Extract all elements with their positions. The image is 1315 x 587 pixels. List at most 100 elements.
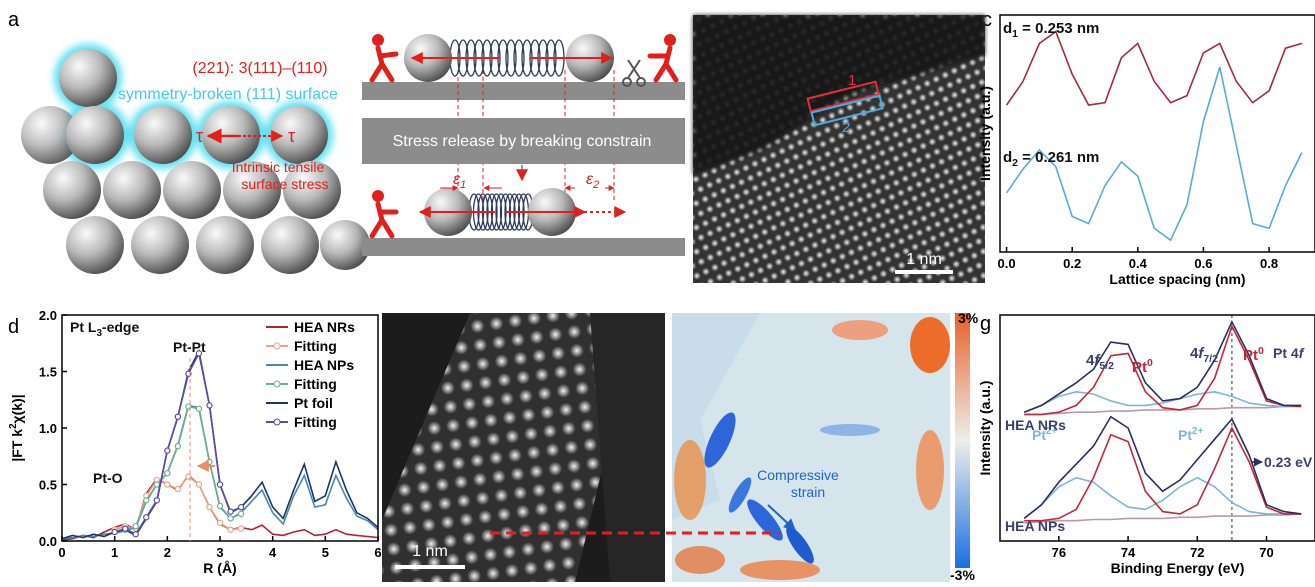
legend-label: Fitting	[294, 338, 337, 354]
marker	[238, 526, 243, 531]
text-part: = 0.253 nm	[1018, 20, 1099, 37]
x-tick-label: 4	[269, 545, 277, 560]
colorbar-label: 3%	[958, 310, 979, 326]
text-part: d	[1003, 20, 1012, 37]
text-part: 0	[1147, 357, 1153, 369]
marker	[165, 471, 170, 476]
annotation: Pt L3-edge	[70, 319, 139, 339]
stress-label: surface stress	[241, 176, 328, 192]
plot-frame	[1000, 15, 1315, 252]
marker	[238, 511, 243, 516]
y-tick-label: 1.0	[39, 421, 57, 436]
scale-bar-label: 1 nm	[412, 543, 448, 560]
marker	[175, 443, 180, 448]
text-part: HEA NRs	[1005, 417, 1066, 433]
annotation: Pt-Pt	[173, 339, 206, 355]
y-tick-label: 2.0	[39, 308, 57, 323]
x-tick-label: 6	[374, 545, 381, 560]
series-line	[1007, 32, 1302, 106]
text-part: d	[1003, 149, 1012, 166]
surface-label: symmetry-broken (111) surface	[118, 86, 338, 103]
text-part: Pt 4	[1273, 345, 1299, 361]
annotation: Pt2+	[1178, 426, 1203, 443]
text-part: Lattice spacing (nm)	[1109, 271, 1245, 287]
marker	[133, 532, 138, 537]
text-part: Binding Energy (eV)	[1111, 560, 1245, 576]
tau: τ	[196, 126, 203, 146]
tau: τ	[288, 126, 295, 146]
legend-label: Fitting	[294, 376, 337, 392]
annotation: HEA NRs	[1005, 417, 1066, 433]
annotation: 4f7/2	[1190, 345, 1218, 365]
y-axis-label: Intensity (a.u.)	[977, 381, 993, 476]
annotation: d1 = 0.253 nm	[1003, 20, 1099, 40]
stress-label: Intrinsic tensile	[232, 159, 325, 175]
x-tick-label: 70	[1259, 545, 1273, 560]
text-part: 0	[1258, 345, 1264, 357]
x-axis-label: Binding Energy (eV)	[1111, 560, 1245, 576]
facet-label: (221): 3(111)–(110)	[192, 60, 327, 77]
marker	[175, 414, 180, 419]
panel-label: d	[8, 316, 19, 338]
strain-annotation: strain	[791, 484, 825, 500]
legend-label: Fitting	[294, 414, 337, 430]
y-tick-label: 1.5	[39, 365, 57, 380]
text-part: Pt	[1132, 359, 1147, 376]
chart: 0.00.20.40.60.8Lattice spacing (nm)Inten…	[977, 15, 1315, 287]
y-axis-label: Intensity (a.u.)	[977, 86, 993, 181]
text-part: Pt L	[70, 319, 97, 335]
legend-marker	[274, 419, 280, 425]
marker	[238, 505, 243, 510]
marker	[196, 406, 201, 411]
x-tick-label: 76	[1052, 545, 1066, 560]
text-part: 1	[460, 179, 466, 191]
marker	[133, 524, 138, 529]
marker	[228, 509, 233, 514]
marker	[207, 505, 212, 510]
box-label: 1	[848, 72, 856, 89]
chart: 76 74 72 70 Binding Energy (eV) Intensity (a.…	[977, 315, 1315, 576]
figure: a b c d e f g (221): 3(111)–(110) symmet…	[0, 0, 1315, 582]
text-part: Intensity (a.u.)	[977, 86, 993, 181]
marker	[196, 482, 201, 487]
text-part: f	[1299, 345, 1305, 361]
legend-marker	[274, 381, 280, 387]
x-tick-label: 72	[1190, 545, 1204, 560]
x-tick-label: 0	[58, 545, 65, 560]
panel-label: g	[980, 313, 991, 335]
annotation: 0.23 eV	[1264, 454, 1313, 470]
marker	[228, 527, 233, 532]
y-axis-label: |FT k2χ(k)|	[8, 394, 25, 461]
text-part: -edge	[102, 319, 140, 335]
text-part: R (Å)	[203, 560, 236, 576]
colorbar-label: -3%	[950, 567, 975, 582]
x-tick-label: 1	[111, 545, 118, 560]
marker	[154, 482, 159, 487]
marker	[165, 482, 170, 487]
marker	[175, 486, 180, 491]
annotation: Pt 4f	[1273, 345, 1305, 361]
text-part: Pt	[1178, 427, 1192, 443]
series-line	[1024, 322, 1301, 412]
strain-annotation: Compressive	[757, 467, 839, 483]
x-tick-label: 74	[1121, 545, 1136, 560]
text-part: 2	[592, 179, 600, 191]
legend-label: HEA NPs	[294, 357, 354, 373]
marker	[217, 482, 222, 487]
release-label: Stress release by breaking constrain	[393, 133, 652, 150]
text-part: Intensity (a.u.)	[977, 381, 993, 476]
marker	[217, 503, 222, 508]
marker	[207, 459, 212, 464]
marker	[123, 526, 128, 531]
legend-label: Pt foil	[294, 395, 333, 411]
y-tick-label: 0.5	[39, 478, 57, 493]
annotation: HEA NPs	[1005, 518, 1065, 534]
annotation: 4f5/2	[1086, 352, 1114, 372]
x-tick-label: 0.2	[1063, 256, 1081, 271]
marker	[228, 516, 233, 521]
x-tick-label: 0.4	[1129, 256, 1148, 271]
text-part: 5/2	[1099, 360, 1114, 372]
panel-label: a	[8, 9, 20, 31]
x-axis-label: R (Å)	[203, 560, 236, 576]
